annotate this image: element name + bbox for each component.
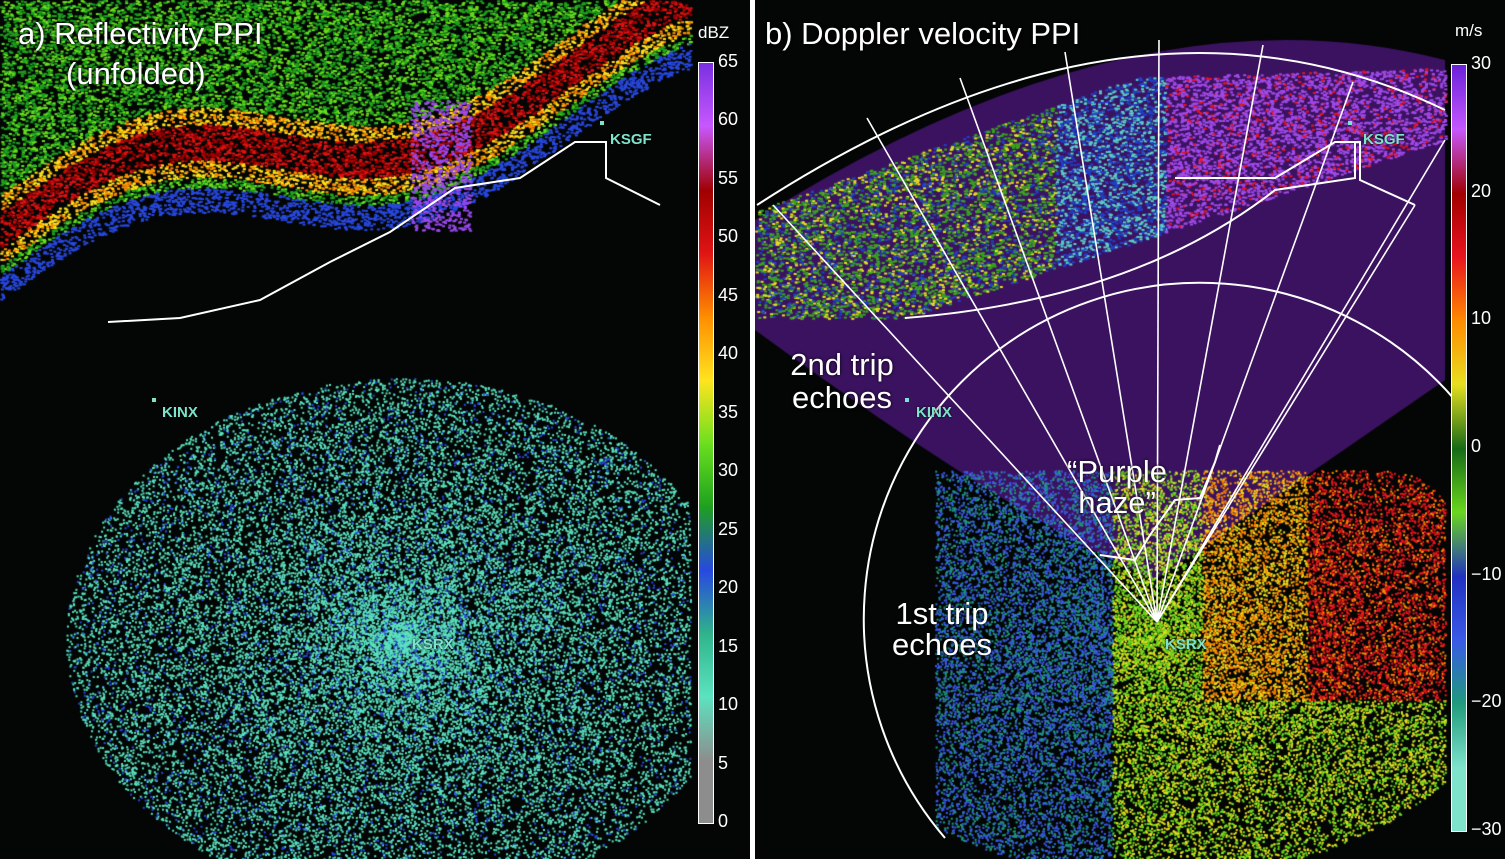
panel-b-title: b) Doppler velocity PPI xyxy=(765,16,1081,51)
second-trip-label-line1: 2nd trip xyxy=(790,347,894,382)
first-trip-label-line2: echoes xyxy=(892,627,992,662)
colorbar-tick-label: 15 xyxy=(718,635,739,656)
colorbar-tick-label: 40 xyxy=(718,343,739,364)
panel-divider xyxy=(750,0,755,859)
radial-line xyxy=(1156,44,1264,623)
colorbar-unit-label: dBZ xyxy=(698,23,730,42)
colorbar-tick-label: 10 xyxy=(1471,308,1492,329)
kinx-site-marker xyxy=(152,398,156,402)
radial-line xyxy=(1064,51,1158,623)
colorbar-tick-label: 20 xyxy=(718,577,739,598)
panel-a-subtitle: (unfolded) xyxy=(66,56,206,91)
colorbar-scale xyxy=(698,62,714,824)
ksrx-site-label: KSRX xyxy=(1165,636,1207,653)
colorbar-tick-label: 45 xyxy=(718,284,739,305)
ksgf-site-marker xyxy=(600,121,604,125)
radial-line xyxy=(1156,39,1160,623)
kinx-site-label: KINX xyxy=(916,404,952,421)
colorbar-tick-label: 0 xyxy=(1471,436,1482,456)
reflectivity-ppi-image xyxy=(0,0,750,859)
velocity-ppi-image xyxy=(755,0,1505,859)
radial-line xyxy=(1156,204,1416,623)
second-trip-boundary-line xyxy=(107,141,661,323)
first-trip-label-line1: 1st trip xyxy=(895,596,989,631)
colorbar-unit-label: m/s xyxy=(1455,21,1483,40)
purple-haze-label-line2: haze” xyxy=(1078,485,1156,520)
colorbar-tick-label: 5 xyxy=(718,752,729,773)
colorbar-tick-label: 25 xyxy=(718,518,739,539)
velocity-overlay xyxy=(756,39,1456,839)
second-trip-sector-outline xyxy=(756,52,1446,206)
colorbar-tick-label: 55 xyxy=(718,167,739,188)
radial-line xyxy=(1156,81,1354,623)
radial-sector-lines xyxy=(772,39,1446,623)
panel-a-title: a) Reflectivity PPI xyxy=(18,16,263,51)
colorbar-tick-label: 60 xyxy=(718,109,739,130)
colorbar-tick-label: 20 xyxy=(1471,180,1492,201)
kinx-site-marker xyxy=(905,398,909,402)
ksgf-site-label: KSGF xyxy=(1363,131,1405,148)
radial-line xyxy=(959,77,1158,623)
velocity-panel: b) Doppler velocity PPI 2nd trip echoes … xyxy=(755,0,1505,859)
colorbar-tick-label: 65 xyxy=(718,51,739,71)
colorbar-tick-label: 10 xyxy=(718,694,739,715)
radial-line xyxy=(1156,139,1446,623)
ksrx-site-label: KSRX xyxy=(412,636,454,653)
reflectivity-panel: a) Reflectivity PPI (unfolded) KSGF KINX… xyxy=(0,0,750,859)
second-trip-label-line2: echoes xyxy=(792,380,892,415)
kinx-site-label: KINX xyxy=(162,404,198,421)
colorbar-tick-label: 0 xyxy=(718,811,729,831)
radial-line xyxy=(866,117,1158,623)
second-trip-region-boundary xyxy=(1175,141,1416,206)
ksgf-site-marker xyxy=(1348,121,1352,125)
colorbar-tick-label: 35 xyxy=(718,401,739,422)
colorbar-tick-label: −30 xyxy=(1471,819,1502,839)
colorbar-tick-label: −20 xyxy=(1471,691,1502,712)
colorbar-tick-label: 30 xyxy=(1471,53,1492,73)
first-trip-range-ring xyxy=(862,281,1456,839)
colorbar-scale xyxy=(1451,64,1467,832)
radial-line xyxy=(772,204,1158,623)
colorbar-tick-label: −10 xyxy=(1471,563,1502,584)
ksgf-site-label: KSGF xyxy=(610,131,652,148)
purple-haze-label-line1: “Purple xyxy=(1067,454,1167,489)
colorbar-tick-label: 50 xyxy=(718,226,739,247)
colorbar-tick-label: 30 xyxy=(718,460,739,481)
reflectivity-overlay xyxy=(107,141,661,323)
second-trip-sector-lower-edge xyxy=(904,141,1360,319)
